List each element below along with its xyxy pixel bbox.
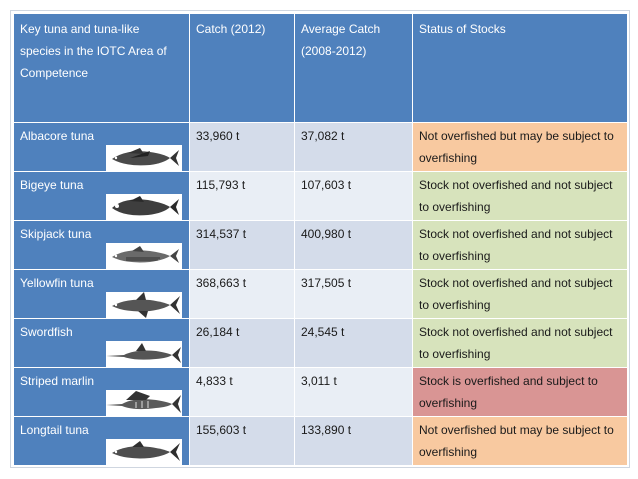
average-catch-cell: 107,603 t: [294, 171, 413, 221]
status-cell: Stock not overfished and not subject to …: [412, 171, 628, 221]
status-cell: Not overfished but may be subject to ove…: [412, 416, 628, 466]
species-label: Yellowfin tuna: [20, 276, 94, 290]
species-label: Swordfish: [20, 325, 73, 339]
average-catch-cell: 24,545 t: [294, 318, 413, 368]
species-cell: Striped marlin: [13, 367, 190, 417]
header-species: Key tuna and tuna-like species in the IO…: [13, 13, 190, 123]
table-row: Albacore tuna 33,960 t 37,082 t Not over…: [13, 122, 628, 172]
header-catch-2012: Catch (2012): [189, 13, 295, 123]
albacore-tuna-icon: [106, 145, 182, 171]
species-cell: Longtail tuna: [13, 416, 190, 466]
status-cell: Stock not overfished and not subject to …: [412, 220, 628, 270]
table-row: Longtail tuna 155,603 t 133,890 t Not ov…: [13, 416, 628, 466]
catch-2012-cell: 4,833 t: [189, 367, 295, 417]
species-cell: Yellowfin tuna: [13, 269, 190, 319]
yellowfin-tuna-icon: [106, 292, 182, 318]
species-label: Longtail tuna: [20, 423, 89, 437]
status-cell: Stock not overfished and not subject to …: [412, 318, 628, 368]
slide-frame: Key tuna and tuna-like species in the IO…: [10, 10, 630, 468]
species-label: Albacore tuna: [20, 129, 95, 143]
table-row: Swordfish 26,184 t 24,545 t Stock not ov…: [13, 318, 628, 368]
table-row: Skipjack tuna 314,537 t 400,980 t Stock …: [13, 220, 628, 270]
species-cell: Bigeye tuna: [13, 171, 190, 221]
catch-2012-cell: 33,960 t: [189, 122, 295, 172]
swordfish-icon: [106, 341, 182, 367]
species-cell: Albacore tuna: [13, 122, 190, 172]
skipjack-tuna-icon: [106, 243, 182, 269]
header-average-catch: Average Catch (2008-2012): [294, 13, 413, 123]
striped-marlin-icon: [106, 390, 182, 416]
table-header-row: Key tuna and tuna-like species in the IO…: [13, 13, 628, 123]
bigeye-tuna-icon: [106, 194, 182, 220]
species-label: Bigeye tuna: [20, 178, 84, 192]
average-catch-cell: 400,980 t: [294, 220, 413, 270]
status-cell: Stock not overfished and not subject to …: [412, 269, 628, 319]
catch-2012-cell: 26,184 t: [189, 318, 295, 368]
catch-2012-cell: 314,537 t: [189, 220, 295, 270]
average-catch-cell: 317,505 t: [294, 269, 413, 319]
status-cell: Stock is overfished and subject to overf…: [412, 367, 628, 417]
table-row: Yellowfin tuna 368,663 t 317,505 t Stock…: [13, 269, 628, 319]
table-row: Bigeye tuna 115,793 t 107,603 t Stock no…: [13, 171, 628, 221]
species-cell: Swordfish: [13, 318, 190, 368]
catch-2012-cell: 368,663 t: [189, 269, 295, 319]
catch-2012-cell: 115,793 t: [189, 171, 295, 221]
table-row: Striped marlin 4,833 t 3,011 t Stock is …: [13, 367, 628, 417]
iotc-stocks-table: Key tuna and tuna-like species in the IO…: [13, 13, 628, 466]
catch-2012-cell: 155,603 t: [189, 416, 295, 466]
status-cell: Not overfished but may be subject to ove…: [412, 122, 628, 172]
average-catch-cell: 37,082 t: [294, 122, 413, 172]
longtail-tuna-icon: [106, 439, 182, 465]
header-status: Status of Stocks: [412, 13, 628, 123]
species-label: Skipjack tuna: [20, 227, 92, 241]
species-cell: Skipjack tuna: [13, 220, 190, 270]
average-catch-cell: 3,011 t: [294, 367, 413, 417]
average-catch-cell: 133,890 t: [294, 416, 413, 466]
species-label: Striped marlin: [20, 374, 95, 388]
